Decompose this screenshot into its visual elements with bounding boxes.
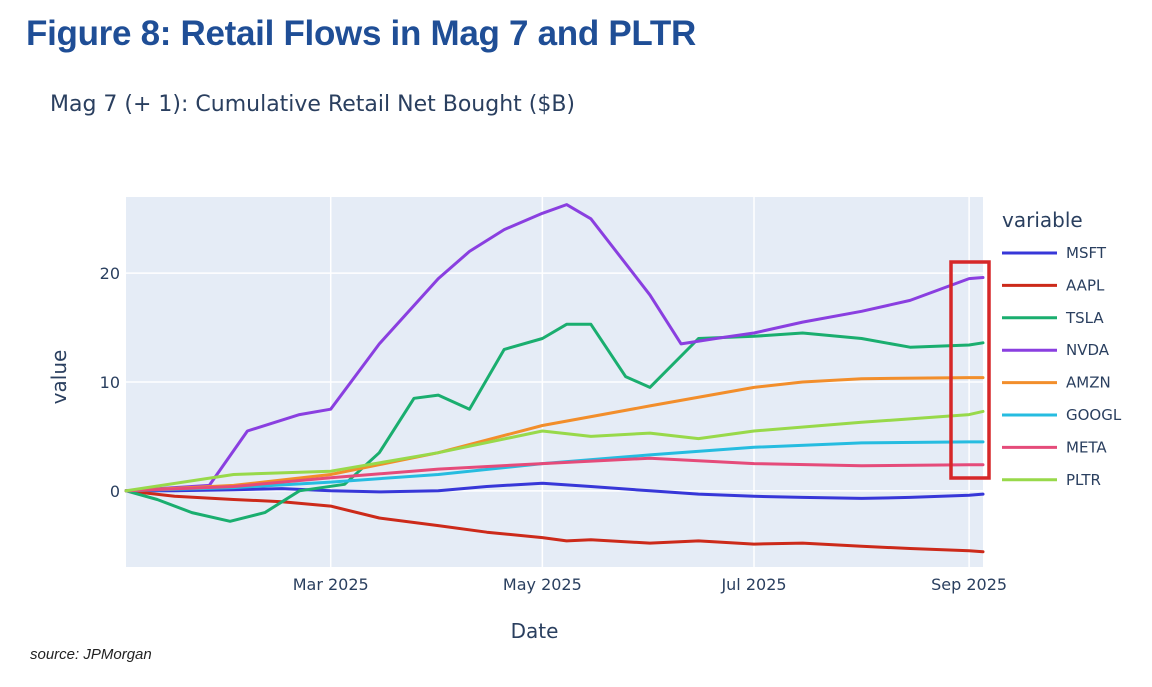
figure-title: Figure 8: Retail Flows in Mag 7 and PLTR — [26, 14, 696, 53]
legend-label: AMZN — [1066, 374, 1111, 392]
line-amzn — [124, 376, 985, 493]
line-msft — [124, 481, 985, 500]
x-tick-label: Sep 2025 — [931, 575, 1007, 594]
line-meta — [124, 456, 985, 493]
y-tick-label: 10 — [100, 373, 120, 392]
legend: variable MSFT AAPL TSLA NVDA AMZN GOOGL META PL… — [1002, 208, 1122, 489]
line-googl — [124, 440, 985, 493]
chart-title: Mag 7 (+ 1): Cumulative Retail Net Bough… — [50, 92, 576, 117]
legend-label: MSFT — [1066, 244, 1107, 262]
legend-item-nvda[interactable]: NVDA — [1002, 341, 1110, 359]
series-googl — [124, 440, 985, 493]
legend-label: TSLA — [1065, 309, 1104, 327]
y-axis-title: value — [47, 350, 71, 405]
legend-item-amzn[interactable]: AMZN — [1002, 374, 1111, 392]
x-axis-ticks: Mar 2025 May 2025 Jul 2025 Sep 2025 — [293, 575, 1007, 594]
legend-label: GOOGL — [1066, 406, 1122, 424]
line-tsla — [124, 322, 985, 523]
legend-label: AAPL — [1066, 276, 1105, 294]
legend-label: PLTR — [1066, 471, 1101, 489]
legend-item-googl[interactable]: GOOGL — [1002, 406, 1122, 424]
y-tick-label: 20 — [100, 264, 120, 283]
series-msft — [124, 481, 985, 500]
series-meta — [124, 456, 985, 493]
legend-item-pltr[interactable]: PLTR — [1002, 471, 1101, 489]
legend-item-tsla[interactable]: TSLA — [1002, 309, 1104, 327]
line-pltr — [124, 409, 985, 493]
legend-label: NVDA — [1066, 341, 1110, 359]
x-tick-label: Mar 2025 — [293, 575, 369, 594]
line-nvda — [124, 203, 985, 493]
x-tick-label: Jul 2025 — [720, 575, 786, 594]
legend-label: META — [1066, 438, 1107, 456]
series-nvda — [124, 203, 985, 493]
legend-item-msft[interactable]: MSFT — [1002, 244, 1107, 262]
x-axis-title: Date — [511, 619, 559, 643]
series-tsla — [124, 322, 985, 523]
y-axis-ticks: 0 10 20 — [100, 264, 120, 501]
legend-item-meta[interactable]: META — [1002, 438, 1107, 456]
y-tick-label: 0 — [110, 482, 120, 501]
legend-item-aapl[interactable]: AAPL — [1002, 276, 1105, 294]
legend-title: variable — [1002, 208, 1083, 232]
x-tick-label: May 2025 — [503, 575, 582, 594]
source-note: source: JPMorgan — [30, 646, 152, 663]
series-pltr — [124, 409, 985, 493]
highlight-box — [949, 260, 991, 480]
series-amzn — [124, 376, 985, 493]
series-lines — [124, 203, 985, 554]
